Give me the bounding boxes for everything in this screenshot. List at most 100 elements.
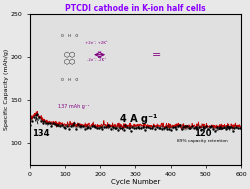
Point — [228, 126, 232, 129]
Point — [88, 126, 92, 129]
Point — [232, 126, 235, 129]
Point — [28, 123, 32, 126]
Point — [119, 127, 123, 130]
Point — [180, 126, 184, 129]
Point — [121, 128, 125, 131]
Text: +2e⁻; +2K⁺: +2e⁻; +2K⁺ — [85, 41, 108, 45]
Point — [128, 129, 132, 132]
Point — [56, 123, 60, 126]
Point — [137, 126, 141, 129]
Point — [130, 126, 134, 129]
Point — [160, 128, 164, 131]
Point — [184, 125, 188, 128]
Point — [140, 125, 144, 128]
Point — [133, 127, 137, 130]
Point — [74, 128, 78, 131]
Point — [105, 124, 109, 127]
Point — [109, 127, 113, 130]
Point — [156, 126, 160, 129]
Point — [54, 123, 58, 126]
Point — [67, 127, 71, 130]
Point — [58, 125, 62, 128]
Point — [170, 125, 174, 128]
Point — [158, 127, 162, 130]
Point — [205, 127, 209, 130]
Point — [86, 125, 90, 128]
Point — [188, 127, 192, 130]
Point — [203, 125, 207, 128]
Point — [104, 125, 108, 128]
Point — [207, 125, 211, 128]
Point — [126, 126, 130, 129]
Point — [163, 125, 167, 128]
Point — [37, 115, 41, 119]
Point — [168, 129, 172, 132]
Point — [95, 127, 99, 130]
Point — [132, 126, 136, 129]
Text: =: = — [151, 50, 161, 60]
Text: 120: 120 — [193, 126, 230, 138]
Point — [191, 127, 195, 130]
Point — [91, 125, 95, 128]
Point — [81, 125, 85, 128]
Point — [135, 125, 139, 128]
Point — [90, 125, 94, 128]
Point — [200, 126, 204, 129]
Point — [77, 125, 81, 128]
Y-axis label: Specific Capacity (mAh/g): Specific Capacity (mAh/g) — [4, 49, 9, 130]
Point — [165, 128, 169, 131]
Point — [212, 129, 216, 132]
Point — [138, 126, 142, 129]
Point — [34, 114, 38, 117]
Point — [193, 126, 197, 129]
Point — [53, 122, 57, 125]
Point — [196, 126, 200, 129]
Point — [35, 112, 39, 115]
Point — [216, 127, 220, 130]
Point — [112, 126, 116, 129]
Point — [30, 119, 34, 122]
Point — [46, 122, 50, 125]
Point — [172, 125, 176, 129]
Point — [65, 124, 69, 127]
Point — [210, 128, 214, 131]
Point — [84, 126, 88, 129]
Point — [230, 129, 234, 132]
Point — [42, 119, 46, 122]
Point — [124, 125, 128, 129]
Point — [70, 123, 74, 126]
Point — [209, 125, 213, 128]
Title: PTCDI cathode in K-ion half cells: PTCDI cathode in K-ion half cells — [65, 4, 205, 13]
Point — [221, 125, 225, 129]
Point — [189, 124, 193, 127]
Point — [39, 119, 43, 122]
Point — [235, 126, 239, 129]
Point — [146, 126, 150, 129]
Point — [123, 124, 127, 127]
Point — [224, 125, 228, 128]
Point — [194, 126, 198, 129]
Point — [76, 123, 80, 126]
Point — [237, 126, 241, 129]
Point — [62, 126, 66, 129]
Point — [32, 116, 36, 119]
Point — [161, 127, 165, 130]
Point — [142, 128, 146, 131]
Point — [226, 127, 230, 130]
Point — [68, 125, 72, 128]
Point — [100, 128, 104, 131]
Point — [79, 124, 83, 127]
Point — [223, 127, 227, 130]
Point — [166, 128, 170, 131]
Point — [49, 124, 53, 127]
Point — [149, 126, 153, 129]
Text: 137 mAh g⁻¹: 137 mAh g⁻¹ — [58, 104, 89, 109]
Point — [202, 126, 205, 129]
Point — [93, 125, 97, 128]
Point — [102, 125, 106, 129]
Text: 4 A g⁻¹: 4 A g⁻¹ — [120, 114, 157, 124]
Point — [218, 125, 222, 128]
Point — [182, 125, 186, 128]
Point — [152, 127, 156, 130]
Point — [40, 121, 44, 124]
